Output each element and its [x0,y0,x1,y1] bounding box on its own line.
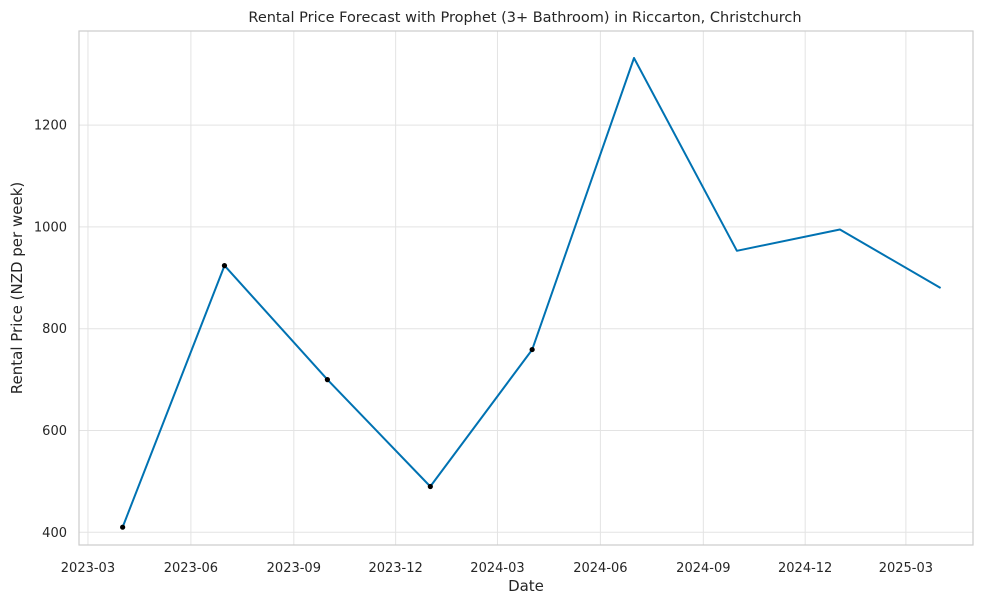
x-tick-label: 2024-12 [778,561,832,576]
y-tick-label: 1200 [34,119,67,134]
y-tick-label: 400 [42,526,67,541]
x-tick-label: 2024-09 [676,561,730,576]
observed-point [427,483,433,490]
y-tick-label: 600 [42,424,67,439]
x-tick-label: 2024-06 [573,561,627,576]
x-axis-label: Date [508,577,544,595]
observed-point [221,263,228,269]
observed-point [529,346,535,353]
plot-area-frame [78,30,974,546]
y-tick-label: 1000 [34,220,67,235]
y-axis-ticks: 400 600 800 1000 1200 [34,119,67,541]
x-tick-label: 2024-03 [470,561,524,576]
x-axis-ticks: 2023-03 2023-06 2023-09 2023-12 2024-03 2024-… [61,561,933,576]
forecast-line [121,57,942,528]
x-tick-label: 2025-03 [879,561,933,576]
observed-point [120,524,126,530]
chart-title: Rental Price Forecast with Prophet (3+ B… [248,10,801,26]
x-tick-label: 2023-06 [164,561,218,576]
x-tick-label: 2023-09 [267,561,321,576]
grid [79,31,973,545]
x-tick-label: 2023-03 [61,561,115,576]
series [120,57,942,530]
observed-point [324,377,330,383]
x-tick-label: 2023-12 [368,561,422,576]
y-axis-label: Rental Price (NZD per week) [8,182,26,394]
y-tick-label: 800 [42,322,67,337]
